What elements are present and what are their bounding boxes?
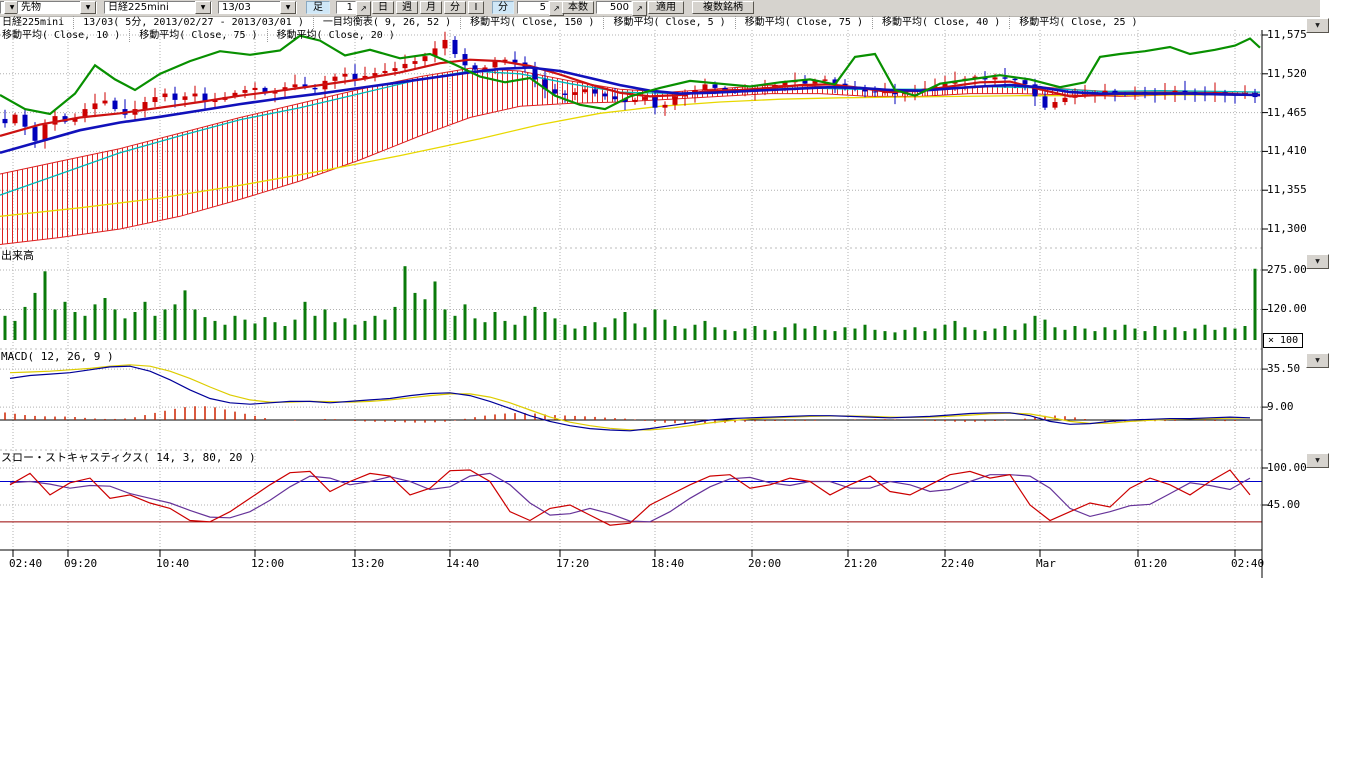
multi-symbol-button[interactable]: 複数銘柄 [692,1,754,14]
apply-button[interactable]: 適用 [648,1,684,14]
stochastics-pane-label: スロー・ストキャスティクス( 14, 3, 80, 20 ) [1,452,256,464]
chart-canvas[interactable] [0,30,1366,578]
stochastics-pane-menu-button[interactable]: ▼ [1306,453,1329,468]
axis-label: 100.00 [1267,462,1307,474]
axis-label: 9.00 [1267,401,1294,413]
period-day-button[interactable]: 日 [372,1,394,14]
time-label: 20:00 [748,557,781,570]
volume-multiplier-box: × 100 [1263,333,1303,348]
axis-label: 11,300 [1267,223,1307,235]
indicator-label: 移動平均( Close, 75 ) [736,16,873,29]
axis-label: 45.00 [1267,499,1300,511]
toolbar: ▼ 先物 ▼ 日経225mini ▼ 13/03 ▼ 足 1 ↗ 日 週 月 分… [0,0,1320,17]
time-label: 09:20 [64,557,97,570]
time-label: 14:40 [446,557,479,570]
indicator-row-2: 移動平均( Close, 10 )移動平均( Close, 75 )移動平均( … [1,29,404,42]
minute-value-stepper[interactable]: 5 ↗ [517,1,564,14]
bar-interval-stepper[interactable]: 1 ↗ [336,1,371,14]
symbol-combo[interactable]: 日経225mini ▼ [104,1,212,14]
time-label: 22:40 [941,557,974,570]
indicator-label: 日経225mini [1,16,74,29]
instrument-type-value: 先物 [21,1,41,14]
bar-type-label[interactable]: 足 [306,1,330,14]
minute-unit-label[interactable]: 分 [492,1,514,14]
indicator-label: 移動平均( Close, 5 ) [604,16,735,29]
period-minute-button[interactable]: 分 [444,1,466,14]
price-pane-menu-button[interactable]: ▼ [1306,18,1329,33]
time-label: 13:20 [351,557,384,570]
axis-label: 11,520 [1267,68,1307,80]
time-label: 02:40 [1231,557,1264,570]
time-label: Mar [1036,557,1056,570]
axis-label: 11,465 [1267,107,1307,119]
time-label: 21:20 [844,557,877,570]
indicator-label: 移動平均( Close, 40 ) [873,16,1010,29]
chevron-down-icon[interactable]: ▼ [195,1,211,14]
indicator-label: 一目均衡表( 9, 26, 52 ) [314,16,461,29]
indicator-label: 移動平均( Close, 20 ) [268,29,404,42]
indicator-label: 13/03( 5分, 2013/02/27 - 2013/03/01 ) [74,16,314,29]
macd-pane-label: MACD( 12, 26, 9 ) [1,351,114,363]
chevron-down-icon[interactable]: ▼ [280,1,296,14]
bar-count-stepper[interactable]: 500 ↗ [596,1,647,14]
axis-label: 275.00 [1267,264,1307,276]
indicator-label: 移動平均( Close, 150 ) [461,16,604,29]
bar-interval-value[interactable]: 1 [336,1,356,14]
macd-pane-menu-button[interactable]: ▼ [1306,353,1329,368]
time-label: 18:40 [651,557,684,570]
indicator-label: 移動平均( Close, 10 ) [1,29,130,42]
axis-label: 35.50 [1267,363,1300,375]
volume-pane-label: 出来高 [1,250,34,262]
indicator-label: 移動平均( Close, 75 ) [130,29,267,42]
indicator-label: 移動平均( Close, 25 ) [1010,16,1146,29]
period-month-button[interactable]: 月 [420,1,442,14]
time-label: 01:20 [1134,557,1167,570]
time-label: 12:00 [251,557,284,570]
chart-application-window: ▼ 先物 ▼ 日経225mini ▼ 13/03 ▼ 足 1 ↗ 日 週 月 分… [0,0,1366,768]
period-week-button[interactable]: 週 [396,1,418,14]
bar-count-label[interactable]: 本数 [562,1,594,14]
axis-label: 120.00 [1267,303,1307,315]
axis-label: 11,355 [1267,184,1307,196]
minute-value[interactable]: 5 [517,1,549,14]
spinner-icon[interactable]: ↗ [356,1,371,16]
time-label: 02:40 [9,557,42,570]
symbol-value: 日経225mini [108,1,169,14]
contract-month-value: 13/03 [222,1,251,14]
instrument-type-combo[interactable]: 先物 ▼ [17,1,97,14]
axis-label: 11,410 [1267,145,1307,157]
chevron-down-icon[interactable]: ▼ [80,1,96,14]
period-tick-button[interactable]: I [468,1,484,14]
indicator-row-1: 日経225mini13/03( 5分, 2013/02/27 - 2013/03… [1,16,1147,29]
bar-count-value[interactable]: 500 [596,1,632,14]
contract-month-combo[interactable]: 13/03 ▼ [218,1,297,14]
spinner-icon[interactable]: ↗ [632,1,647,16]
time-label: 17:20 [556,557,589,570]
volume-pane-menu-button[interactable]: ▼ [1306,254,1329,269]
time-label: 10:40 [156,557,189,570]
axis-label: 11,575 [1267,29,1307,41]
combo-fragment[interactable]: ▼ [0,1,15,14]
